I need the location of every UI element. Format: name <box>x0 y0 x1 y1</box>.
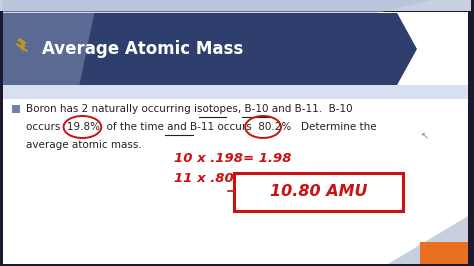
FancyBboxPatch shape <box>420 242 467 264</box>
Polygon shape <box>3 13 417 85</box>
FancyBboxPatch shape <box>3 85 467 99</box>
FancyBboxPatch shape <box>12 105 20 113</box>
FancyBboxPatch shape <box>0 0 471 11</box>
Text: ↖: ↖ <box>421 131 429 141</box>
Text: 10 x .198= 1.98: 10 x .198= 1.98 <box>174 152 291 165</box>
Text: average atomic mass.: average atomic mass. <box>26 140 142 150</box>
Text: ✦: ✦ <box>17 41 27 55</box>
Text: occurs  19.8%  of the time and B-11 occurs  80.2%   Determine the: occurs 19.8% of the time and B-11 occurs… <box>26 122 376 132</box>
Text: 10.80 AMU: 10.80 AMU <box>270 185 367 200</box>
Text: 11 x .802=+8.82: 11 x .802=+8.82 <box>174 172 298 185</box>
FancyBboxPatch shape <box>3 12 467 264</box>
Text: /: / <box>17 44 27 54</box>
FancyBboxPatch shape <box>234 173 403 211</box>
Text: Boron has 2 naturally occurring isotopes, B-10 and B-11.  B-10: Boron has 2 naturally occurring isotopes… <box>26 104 353 114</box>
Polygon shape <box>388 216 467 264</box>
Text: Average Atomic Mass: Average Atomic Mass <box>42 40 243 58</box>
Polygon shape <box>3 13 94 85</box>
Polygon shape <box>3 0 432 13</box>
